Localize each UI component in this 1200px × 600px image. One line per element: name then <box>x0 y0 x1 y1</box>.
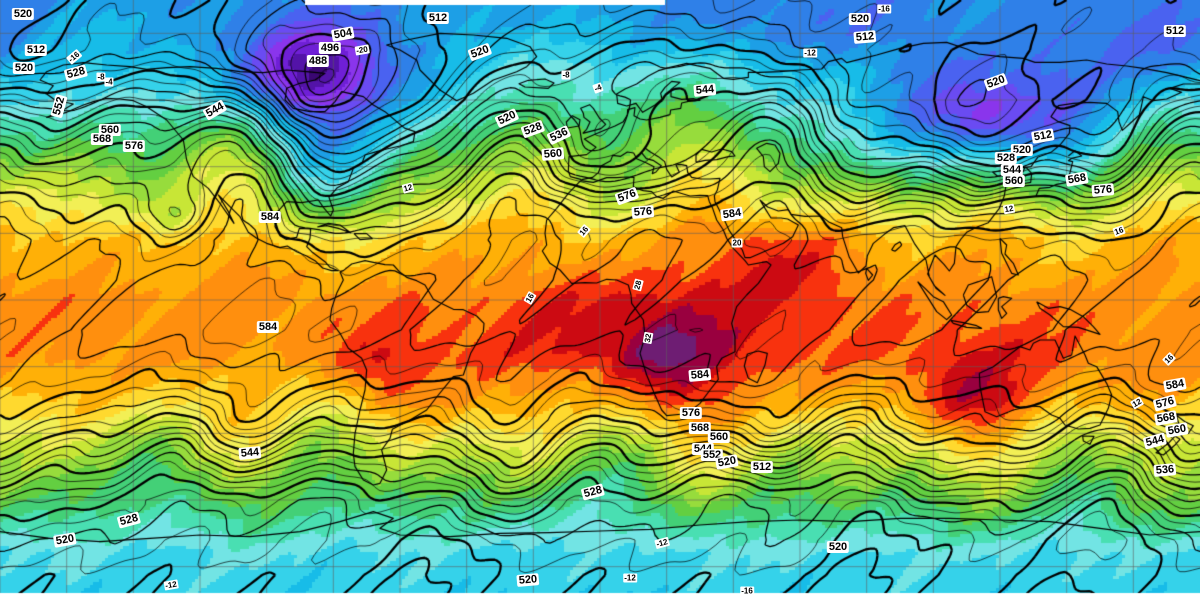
height-contour-label: 576 <box>1152 394 1178 412</box>
temperature-contour-label: -12 <box>163 579 179 591</box>
temperature-contour-label: -8 <box>96 72 106 82</box>
temperature-contour-label: -12 <box>654 536 670 550</box>
height-contour-label: 488 <box>306 55 330 67</box>
height-contour-label: 584 <box>720 206 744 222</box>
temperature-contour-label: -4 <box>592 82 604 94</box>
height-contour-label: 520 <box>494 107 520 129</box>
height-contour-label: 520 <box>467 42 493 62</box>
temperature-contour-label: -20 <box>354 44 370 56</box>
height-contour-label: 584 <box>258 211 282 223</box>
temperature-contour-label: 16 <box>1112 224 1126 238</box>
height-contour-label: 584 <box>1162 377 1188 393</box>
height-contour-label: 520 <box>11 8 35 20</box>
height-contour-label: 504 <box>330 26 356 42</box>
height-contour-label: 512 <box>1030 128 1056 144</box>
height-contour-label: 544 <box>202 99 228 121</box>
height-contour-label: 576 <box>122 140 146 152</box>
height-contour-label: 512 <box>1163 25 1187 37</box>
height-contour-label: 584 <box>256 321 280 333</box>
height-contour-label: 544 <box>693 83 717 97</box>
height-contour-label: 520 <box>1010 144 1034 156</box>
temperature-contour-label: -4 <box>104 77 114 87</box>
temperature-contour-label: 16 <box>523 291 537 305</box>
height-contour-label: 560 <box>1164 422 1190 438</box>
height-contour-label: 576 <box>1091 183 1115 197</box>
height-contour-label: 520 <box>12 62 36 74</box>
height-contour-label: 528 <box>580 483 606 501</box>
height-contour-label: 520 <box>52 532 78 548</box>
height-contour-label: 544 <box>1000 164 1024 176</box>
height-contour-label: 512 <box>853 30 877 44</box>
height-contour-label: 520 <box>516 573 540 587</box>
height-contour-label: 536 <box>1153 463 1177 477</box>
height-contour-label: 512 <box>426 12 450 24</box>
height-contour-label: 528 <box>994 152 1018 164</box>
height-contour-label: 520 <box>983 72 1009 92</box>
temperature-contour-label: 16 <box>577 223 591 239</box>
temperature-contour-label: 12 <box>1002 203 1016 215</box>
height-contour-label: 544 <box>1142 432 1168 450</box>
height-contour-label: 576 <box>614 186 640 206</box>
height-contour-label: 568 <box>90 133 114 145</box>
temperature-contour-label: 12 <box>1130 396 1144 410</box>
temperature-contour-label: -16 <box>65 49 83 65</box>
height-contour-label: 576 <box>679 407 703 419</box>
temperature-contour-label: -16 <box>740 586 754 596</box>
height-contour-label: 560 <box>541 147 565 161</box>
height-contour-label: 528 <box>116 511 142 529</box>
temperature-contour-label: -12 <box>623 573 637 583</box>
height-contour-label: 536 <box>546 124 572 146</box>
height-contour-label: 520 <box>848 13 872 25</box>
height-contour-label: 528 <box>63 64 89 82</box>
height-contour-label: 576 <box>631 205 655 219</box>
temperature-contour-label: -12 <box>803 48 817 58</box>
height-contour-label: 584 <box>688 368 712 382</box>
height-contour-label: 512 <box>24 44 48 56</box>
height-contour-label: 568 <box>1064 171 1090 187</box>
height-contour-label: 496 <box>318 42 342 54</box>
temperature-contour-label: 16 <box>1161 351 1177 367</box>
height-contour-label: 520 <box>826 541 850 553</box>
height-contour-label: 560 <box>1002 175 1026 187</box>
height-contour-label: 560 <box>707 431 731 443</box>
temperature-contour-label: 20 <box>731 238 743 248</box>
height-contour-label: 528 <box>520 119 546 139</box>
temperature-contour-label: -16 <box>877 4 891 14</box>
temperature-contour-label: -8 <box>561 70 571 80</box>
temperature-contour-label: 32 <box>642 331 654 345</box>
temperature-contour-label: 12 <box>401 182 415 194</box>
height-contour-label: 512 <box>750 461 774 473</box>
height-contour-label: 552 <box>50 93 68 119</box>
height-contour-label: 568 <box>688 422 712 434</box>
height-contour-label: 520 <box>714 454 740 470</box>
height-contour-label: 544 <box>238 446 262 460</box>
temperature-contour-label: 28 <box>632 278 644 292</box>
